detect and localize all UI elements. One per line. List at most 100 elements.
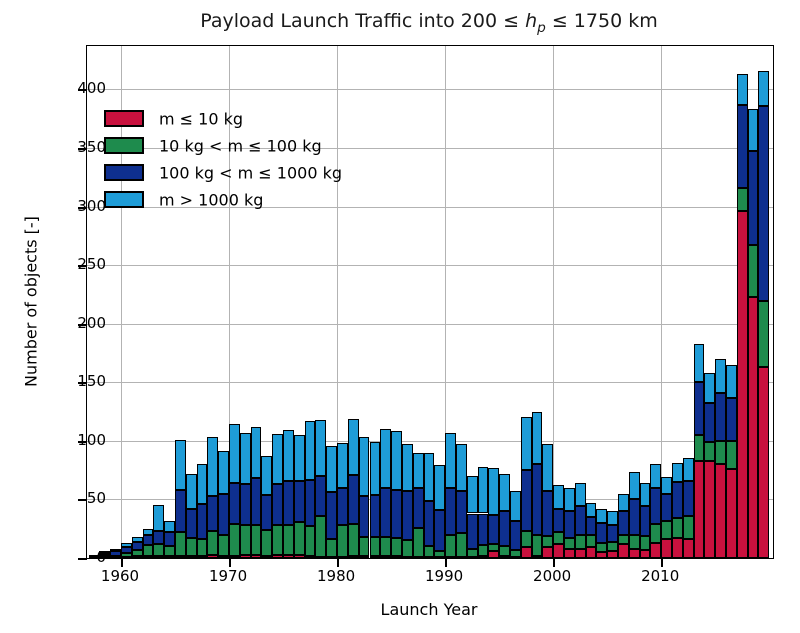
bar-segment bbox=[196, 464, 208, 505]
bar-segment bbox=[455, 491, 467, 534]
bar-segment bbox=[185, 555, 197, 558]
bar-segment bbox=[293, 554, 305, 558]
bar-segment bbox=[369, 555, 381, 558]
bar-segment bbox=[315, 515, 327, 557]
bar-segment bbox=[380, 429, 392, 488]
bar-segment bbox=[142, 534, 154, 546]
bar-segment bbox=[628, 472, 640, 500]
x-gridline bbox=[229, 46, 231, 558]
legend-label: 10 kg < m ≤ 100 kg bbox=[159, 136, 322, 155]
bar-segment bbox=[596, 508, 608, 523]
bar-segment bbox=[520, 417, 532, 471]
bar-segment bbox=[218, 493, 230, 535]
bar-segment bbox=[531, 534, 543, 556]
bar-segment bbox=[110, 555, 122, 558]
legend-label: m ≤ 10 kg bbox=[159, 109, 244, 128]
bar-segment bbox=[726, 364, 737, 398]
bar-segment bbox=[369, 442, 381, 495]
bar-segment bbox=[185, 473, 197, 509]
bar-segment bbox=[661, 539, 672, 558]
bar-segment bbox=[239, 525, 251, 555]
bar-segment bbox=[639, 535, 651, 550]
bar-segment bbox=[445, 487, 456, 535]
bar-segment bbox=[337, 487, 348, 526]
bar-segment bbox=[380, 536, 392, 556]
bar-segment bbox=[358, 536, 370, 556]
bar-segment bbox=[477, 545, 489, 556]
bar-segment bbox=[531, 464, 543, 535]
bar-segment bbox=[747, 245, 759, 297]
bar-segment bbox=[196, 539, 208, 556]
bar-segment bbox=[585, 547, 597, 558]
bar-segment bbox=[682, 458, 694, 481]
y-tick-mark bbox=[78, 382, 87, 385]
bar-segment bbox=[337, 525, 348, 557]
bar-segment bbox=[131, 555, 143, 558]
bar-segment bbox=[239, 484, 251, 526]
bar-segment bbox=[542, 547, 554, 558]
bar-segment bbox=[445, 432, 456, 488]
legend-swatch-darkblue bbox=[104, 164, 144, 181]
bar-segment bbox=[401, 444, 413, 492]
bar-segment bbox=[488, 467, 500, 515]
bar-segment bbox=[250, 554, 262, 558]
bar-segment bbox=[347, 418, 359, 475]
bar-segment bbox=[358, 555, 370, 558]
bar-segment bbox=[574, 506, 586, 535]
bar-segment bbox=[499, 511, 510, 547]
bar-segment bbox=[671, 538, 683, 558]
bar-segment bbox=[499, 555, 510, 558]
bar-segment bbox=[747, 296, 759, 558]
bar-segment bbox=[499, 546, 510, 556]
bar-segment bbox=[218, 451, 230, 494]
bar-segment bbox=[250, 478, 262, 526]
y-gridline bbox=[87, 89, 773, 91]
bar-segment bbox=[153, 531, 165, 544]
y-tick-mark bbox=[78, 147, 87, 150]
bar-segment bbox=[509, 520, 521, 550]
bar-segment bbox=[499, 473, 510, 512]
bar-segment bbox=[531, 411, 543, 465]
bar-segment bbox=[358, 437, 370, 496]
bar-segment bbox=[164, 546, 176, 556]
bar-segment bbox=[650, 487, 662, 525]
bar-segment bbox=[434, 551, 446, 557]
bar-segment bbox=[650, 542, 662, 558]
bar-segment bbox=[466, 548, 478, 557]
bar-segment bbox=[553, 485, 564, 509]
bar-segment bbox=[218, 555, 230, 558]
bar-segment bbox=[283, 480, 294, 526]
bar-segment bbox=[175, 439, 186, 491]
x-tick-label: 1960 bbox=[100, 567, 140, 585]
bar-segment bbox=[553, 508, 564, 533]
bar-segment bbox=[520, 470, 532, 532]
bar-segment bbox=[153, 543, 165, 556]
bar-segment bbox=[110, 548, 122, 551]
bar-segment bbox=[196, 504, 208, 540]
y-gridline bbox=[87, 440, 773, 442]
bar-segment bbox=[736, 74, 748, 105]
bar-segment bbox=[196, 555, 208, 558]
bar-segment bbox=[164, 555, 176, 558]
x-tick-mark bbox=[337, 558, 340, 567]
bar-segment bbox=[639, 506, 651, 536]
bar-segment bbox=[747, 151, 759, 246]
bar-segment bbox=[261, 529, 273, 556]
chart-title-suffix: ≤ 1750 km bbox=[545, 10, 658, 32]
bar-segment bbox=[401, 540, 413, 557]
bar-segment bbox=[239, 554, 251, 558]
bar-segment bbox=[391, 431, 402, 491]
bar-segment bbox=[293, 435, 305, 481]
bar-segment bbox=[153, 555, 165, 558]
y-tick-mark bbox=[78, 558, 87, 560]
bar-segment bbox=[563, 548, 575, 558]
bar-segment bbox=[736, 211, 748, 558]
bar-segment bbox=[650, 464, 662, 488]
bar-segment bbox=[272, 484, 284, 526]
bar-segment bbox=[477, 555, 489, 558]
bar-segment bbox=[218, 534, 230, 556]
bar-segment bbox=[563, 487, 575, 512]
bar-segment bbox=[715, 440, 726, 465]
bar-segment bbox=[261, 494, 273, 530]
bar-segment bbox=[466, 513, 478, 549]
